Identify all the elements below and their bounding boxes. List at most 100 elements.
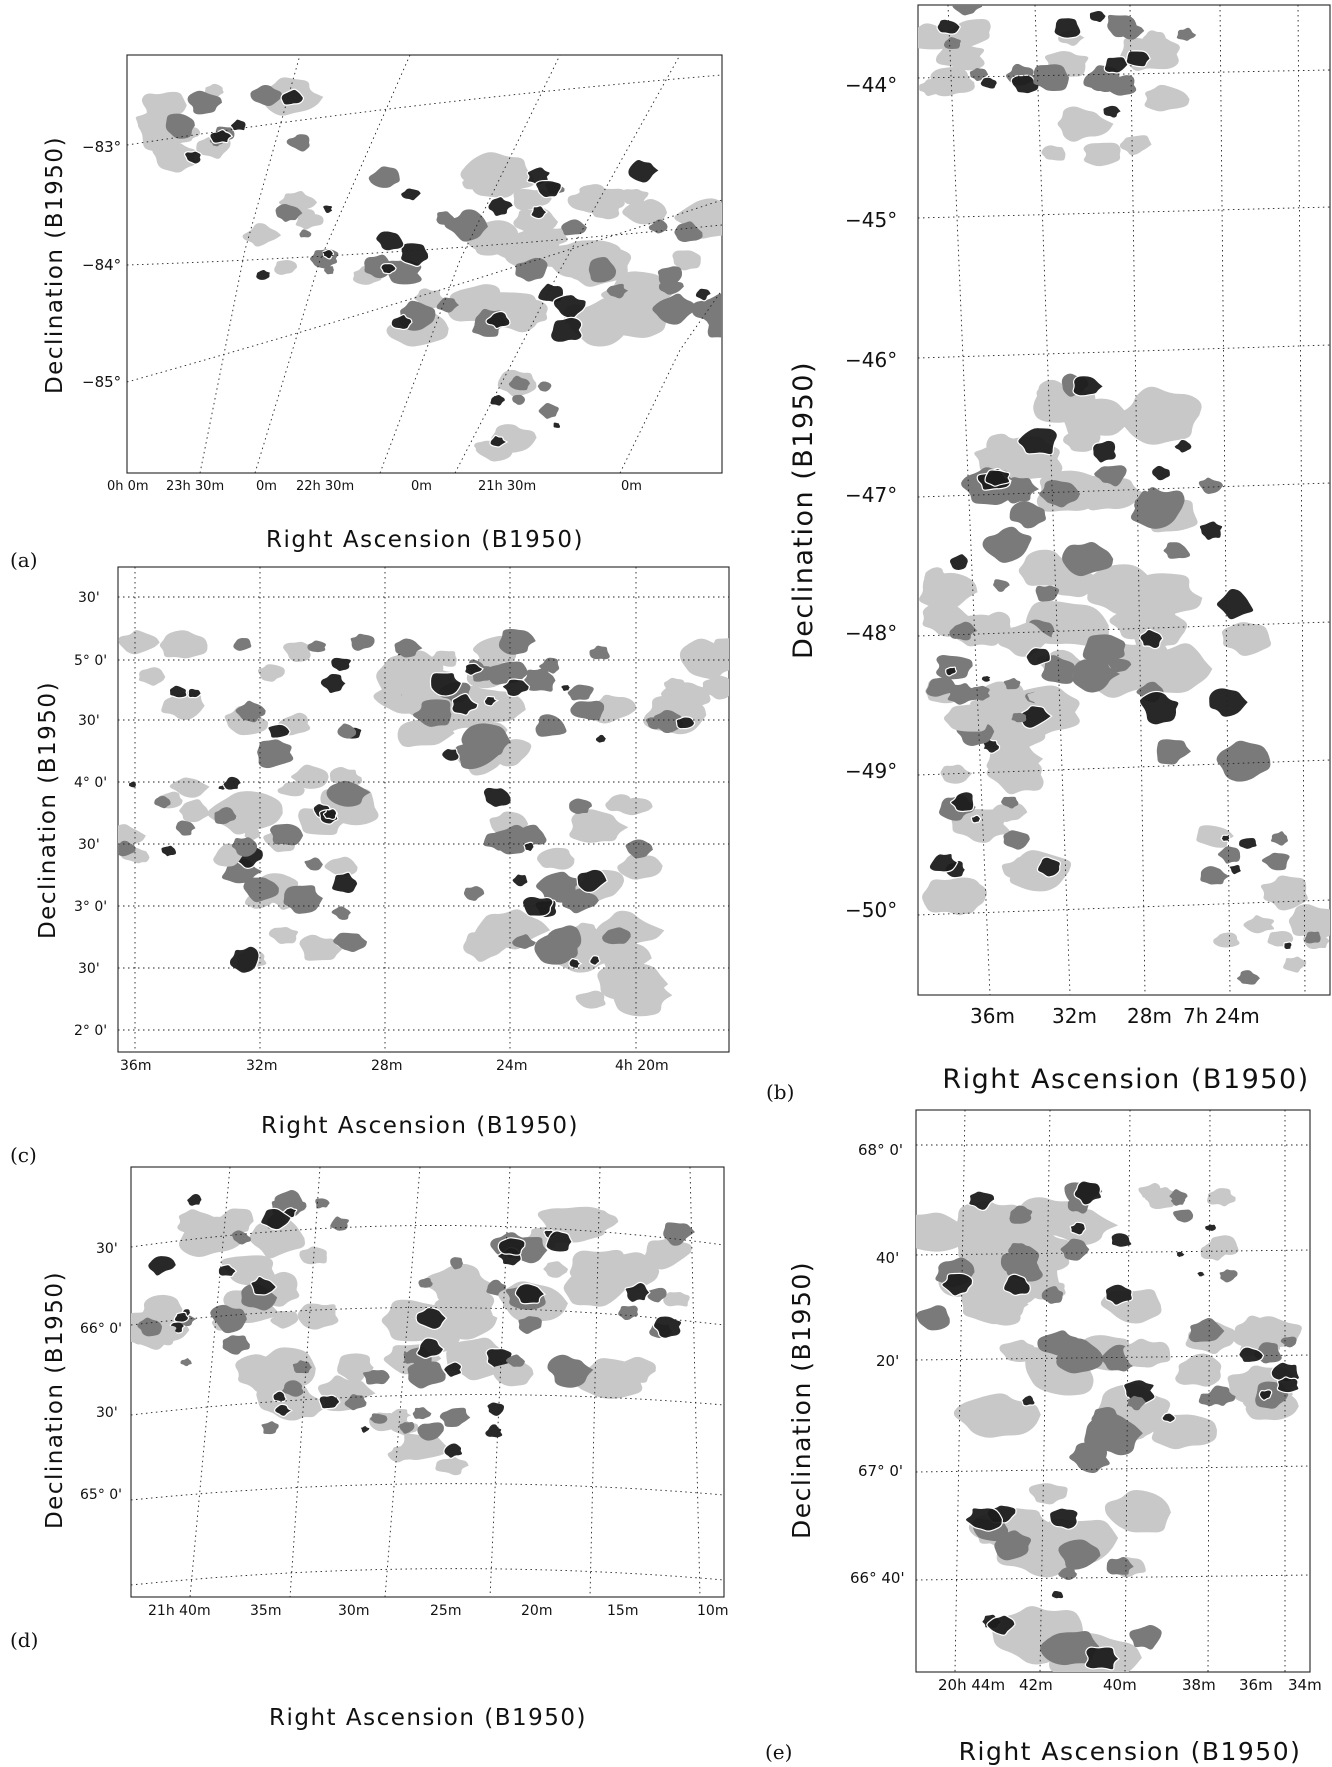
panel-a-xlabel: Right Ascension (B1950) [266,527,584,553]
emission-blob [1161,1412,1177,1424]
emission-blob [1260,875,1308,911]
emission-blob [940,764,973,784]
emission-blob [267,723,291,739]
emission-blob [138,667,166,686]
emission-blob [537,381,552,392]
emission-blob [441,747,460,762]
panel-a-xtick: 0h 0m [107,479,149,494]
emission-blob [159,630,208,659]
emission-blob [1236,970,1260,985]
emission-blob [568,958,583,969]
panel-a-ytick: −83° [82,138,121,156]
emission-blob [175,820,196,836]
emission-blob [256,1383,324,1421]
emission-blob [489,434,509,448]
panel-a-xtick: 0m [621,479,642,494]
emission-blob [118,630,160,655]
emission-blob [359,1424,371,1435]
emission-blob [209,129,234,144]
emission-blob [523,668,556,692]
emission-blob [417,1422,444,1441]
panel-d-ytick: 30' [96,1241,118,1257]
emission-blob [1270,831,1288,846]
panel-c-xtick: 32m [246,1058,277,1074]
emission-blob [1091,439,1118,464]
emission-blob [1221,622,1272,656]
emission-blob [602,927,631,945]
emission-blob [222,1335,250,1355]
panel-c-xtick: 4h 20m [615,1058,669,1074]
emission-blob [1170,1195,1186,1206]
emission-blob [160,844,178,858]
emission-blob [435,1456,469,1476]
emission-blob [1002,1273,1031,1297]
emission-blob [268,926,299,945]
emission-blob [991,802,1028,822]
emission-blob [1243,915,1275,934]
panel-c-ytick: 30' [78,590,100,606]
emission-blob [1017,426,1059,456]
emission-blob [648,219,668,234]
emission-blob [1200,1244,1228,1261]
emission-blob [1083,142,1121,167]
emission-blob [968,1190,996,1212]
emission-blob [1027,690,1052,706]
emission-blob [130,852,150,864]
emission-blob [1053,16,1082,39]
panel-e-ytick: 68° 0' [858,1141,903,1159]
emission-blob [273,1403,293,1417]
emission-blob [508,375,530,391]
emission-blob [1011,712,1027,723]
emission-blob [589,645,610,660]
emission-blob [674,221,703,243]
emission-blob [137,1317,162,1337]
emission-blob [1139,628,1164,650]
emission-blob [567,684,594,701]
emission-blob [1050,1589,1065,1600]
emission-blob [589,955,601,966]
emission-blob [1025,647,1051,667]
emission-blob [1039,480,1081,508]
panel-b-ytick: −46° [845,348,897,372]
panel-a-xtick: 0m [411,479,432,494]
panel-b-ytick: −50° [845,898,897,922]
panel-b-xtick: 28m [1127,1004,1172,1028]
emission-blob [663,1292,690,1307]
emission-blob [643,1237,692,1270]
emission-blob [315,1198,330,1209]
panel-a-frame [126,54,723,474]
emission-blob [1216,740,1271,782]
emission-blob [141,91,187,119]
emission-blob [970,814,982,824]
panel-b-ytick: −47° [845,483,897,507]
emission-blob [1119,135,1152,156]
emission-blob [154,795,171,809]
emission-blob [984,469,1011,487]
emission-blob [1151,1414,1217,1450]
emission-blob [597,940,652,973]
emission-blob [292,1360,312,1374]
emission-blob [1198,477,1224,494]
emission-blob [319,672,348,695]
emission-blob [1094,465,1127,487]
emission-blob [560,683,572,693]
panel-d-ytick: 65° 0' [80,1487,122,1503]
panel-d-xtick: 21h 40m [148,1603,211,1619]
emission-blob [606,283,629,299]
emission-blob [537,847,575,870]
emission-blob [213,1208,254,1234]
emission-blob [322,248,335,260]
emission-blob [1198,520,1224,542]
emission-blob [569,1249,627,1286]
emission-blob [444,209,488,242]
emission-blob [1058,1539,1101,1570]
emission-blob [993,579,1010,592]
emission-blob [1033,64,1069,92]
panel-c-ylabel: Declination (B1950) [35,681,61,939]
emission-blob [173,1311,190,1323]
emission-blob [982,738,1001,754]
emission-blob [580,1210,619,1234]
emission-blob [286,134,310,152]
emission-blob [672,250,701,271]
emission-blob [1001,796,1019,809]
